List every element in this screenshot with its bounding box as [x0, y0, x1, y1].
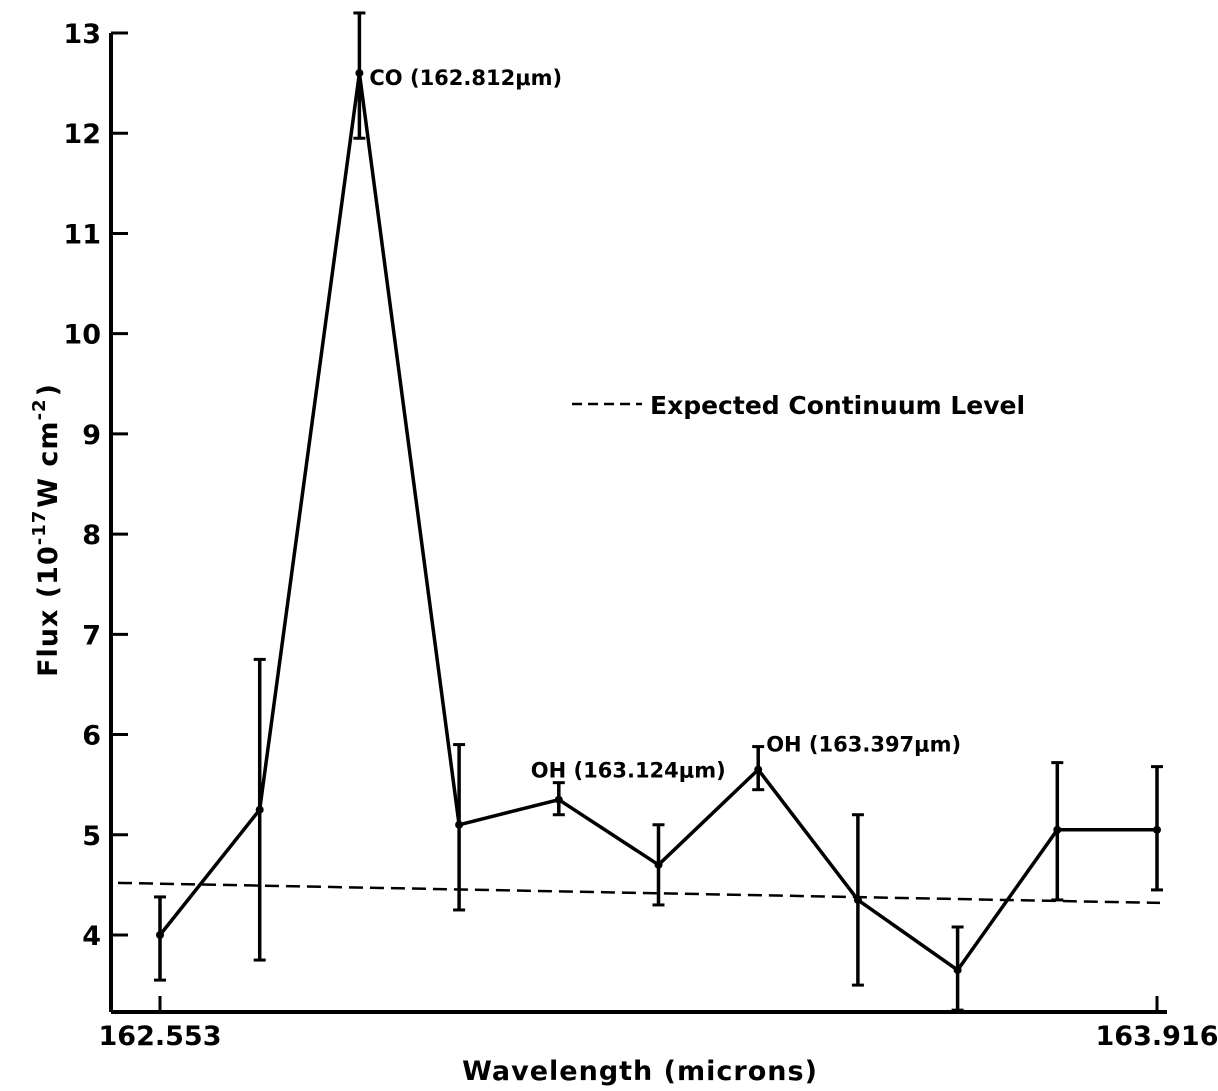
y-ticks: 4 5 6 7 8 9 10 11 12 13	[63, 19, 128, 952]
data-point	[1053, 825, 1062, 834]
y-axis-title-exp1: -17	[29, 510, 50, 546]
data-point-group	[752, 745, 765, 792]
data-point	[1153, 825, 1161, 834]
x-ticks: 162.553 163.916	[99, 996, 1218, 1052]
data-point-group	[552, 781, 565, 817]
data-point-group	[851, 813, 864, 987]
data-point	[455, 820, 464, 829]
y-tick-label: 7	[82, 620, 101, 651]
line-annotation: OH (163.397μm)	[766, 733, 961, 757]
x-tick-label: 163.916	[1096, 1021, 1218, 1052]
data-point	[156, 931, 164, 939]
y-tick-label: 4	[82, 921, 101, 952]
y-tick-label: 6	[82, 721, 101, 752]
continuum-line-layer	[117, 881, 1161, 905]
y-axis-title-prefix: Flux (10	[33, 545, 64, 677]
data-point	[654, 860, 663, 869]
y-tick-label: 11	[63, 219, 101, 250]
data-point-group	[1151, 765, 1163, 892]
data-point	[953, 966, 962, 975]
y-axis-title-mid: W cm	[33, 420, 64, 507]
y-tick-label: 8	[82, 520, 101, 551]
y-axis-title-suffix: )	[33, 383, 64, 396]
data-point-group	[253, 657, 266, 962]
data-point	[255, 805, 264, 814]
y-tick-label: 5	[82, 821, 101, 852]
y-tick-label: 12	[63, 119, 101, 150]
y-axis-title-exp2: -2	[29, 398, 50, 420]
data-point	[754, 765, 763, 774]
annotation-layer: CO (162.812μm) OH (163.124μm) OH (163.397μ…	[369, 66, 961, 783]
x-tick-label: 162.553	[99, 1021, 222, 1052]
y-tick-label: 9	[82, 420, 101, 451]
legend: Expected Continuum Level	[572, 391, 1025, 420]
data-point-group	[951, 925, 964, 1012]
y-axis-title: Flux (10-17 W cm-2)	[29, 383, 64, 677]
data-point	[355, 69, 364, 78]
data-point	[853, 895, 862, 904]
data-point-group	[453, 743, 466, 912]
y-tick-label: 10	[63, 320, 101, 351]
x-axis-title: Wavelength (microns)	[462, 1056, 818, 1087]
line-annotation: OH (163.124μm)	[531, 759, 726, 783]
data-point	[554, 795, 563, 804]
series-layer	[154, 11, 1163, 1012]
continuum-line	[117, 881, 1161, 905]
data-point-group	[1051, 761, 1064, 902]
data-point-group	[353, 11, 366, 140]
data-point-group	[652, 823, 665, 907]
y-tick-label: 13	[63, 19, 101, 50]
legend-label: Expected Continuum Level	[650, 391, 1025, 420]
data-point-group	[154, 895, 166, 982]
line-annotation: CO (162.812μm)	[369, 66, 562, 90]
